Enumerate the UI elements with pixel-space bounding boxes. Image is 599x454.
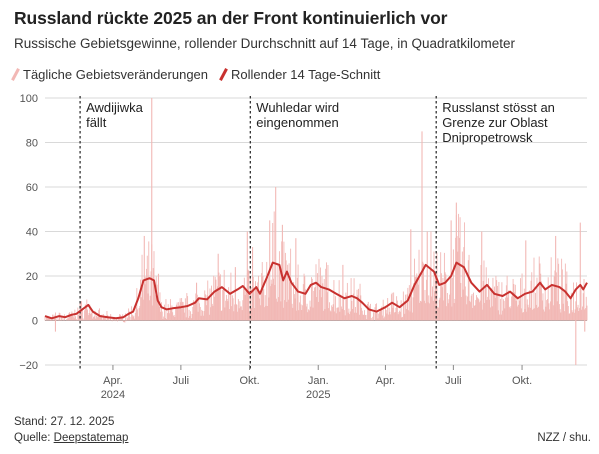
rolling-average-line	[44, 261, 588, 320]
y-tick-label: 40	[26, 227, 38, 239]
chart-subtitle: Russische Gebietsgewinne, rollender Durc…	[14, 36, 516, 51]
annotation-label: Wuhledar wird eingenommen	[256, 100, 339, 130]
y-tick-label: 0	[32, 316, 38, 328]
chart-legend: Tägliche Gebietsveränderungen Rollender …	[11, 67, 394, 82]
y-tick-label: 100	[20, 93, 38, 105]
footer-stand: Stand: 27. 12. 2025	[14, 416, 115, 428]
y-tick-label: 80	[26, 138, 38, 150]
legend-swatch-daily	[11, 68, 20, 81]
annotation-label: Awdijiwka fällt	[86, 100, 144, 130]
y-tick-label: −20	[19, 360, 38, 372]
footer-source: Quelle: Deepstatemap	[14, 432, 128, 444]
x-tick-label: Jan.	[308, 375, 329, 387]
daily-bars	[44, 211, 588, 323]
x-tick-label: Okt.	[512, 375, 532, 387]
x-tick-label: Apr.	[376, 375, 396, 387]
legend-label-avg: Rollender 14 Tage-Schnitt	[231, 67, 381, 82]
legend-label-daily: Tägliche Gebietsveränderungen	[23, 67, 209, 82]
chart-plot: −20 0 20 40 60 80 100 Awdijiwka fällt Wuhledar wi…	[19, 93, 588, 401]
legend-swatch-avg	[219, 68, 228, 81]
legend-item-avg: Rollender 14 Tage-Schnitt	[219, 67, 381, 82]
x-year-label: 2024	[101, 389, 125, 401]
x-tick-label: Juli	[445, 375, 462, 387]
y-tick-label: 20	[26, 271, 38, 283]
chart-title: Russland rückte 2025 an der Front kontin…	[14, 8, 448, 28]
x-tick-label: Okt.	[239, 375, 259, 387]
footer-source-label: Quelle:	[14, 432, 51, 444]
legend-item-daily: Tägliche Gebietsveränderungen	[11, 67, 209, 82]
x-tick-label: Apr.	[103, 375, 123, 387]
source-link[interactable]: Deepstatemap	[53, 432, 129, 444]
footer-credit: NZZ / shu.	[537, 432, 591, 444]
x-tick-label: Juli	[173, 375, 190, 387]
x-year-label: 2025	[306, 389, 330, 401]
annotation-label: Russlanst stösst an Grenze zur Oblast Dnip…	[442, 100, 555, 145]
y-tick-label: 60	[26, 182, 38, 194]
